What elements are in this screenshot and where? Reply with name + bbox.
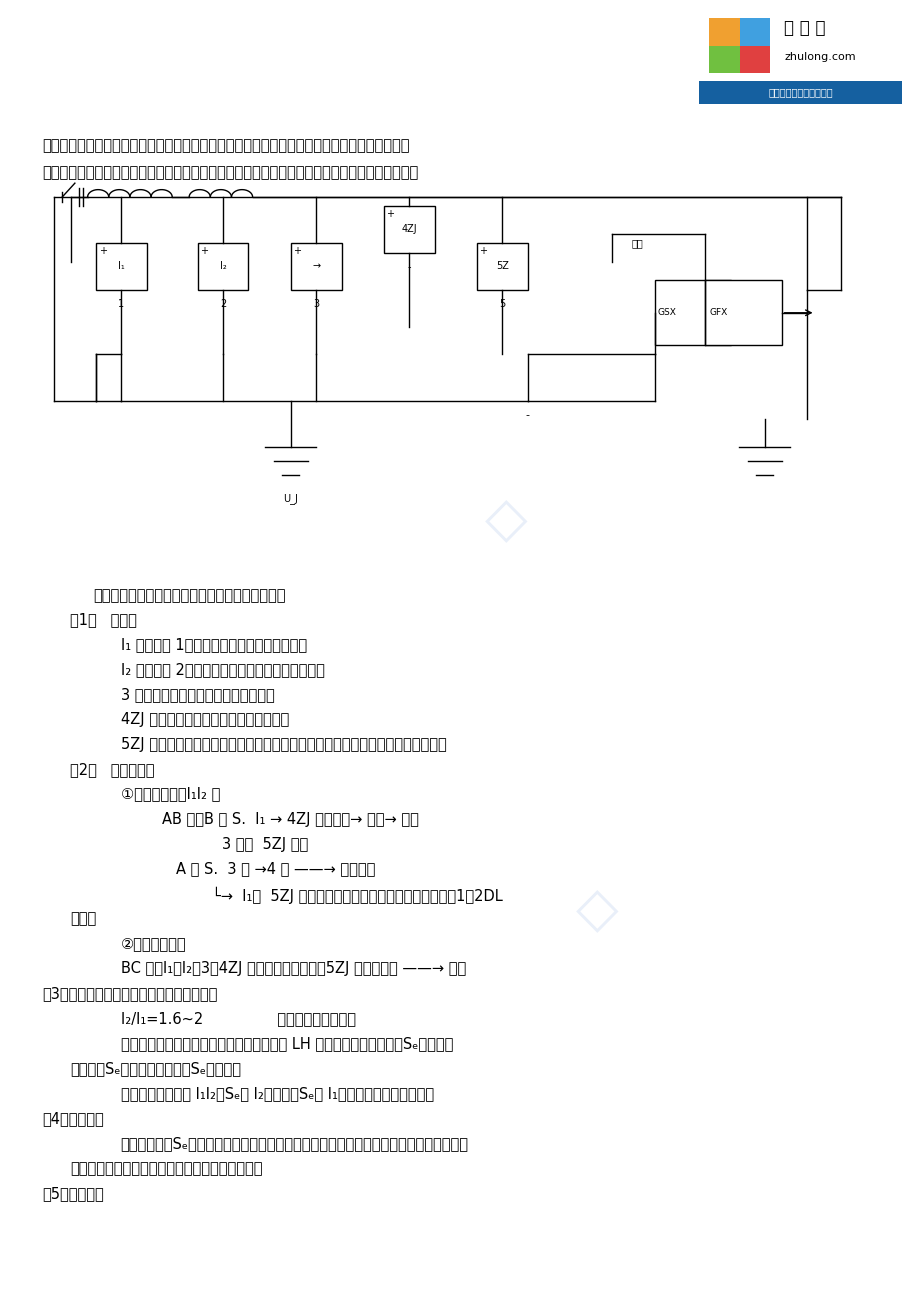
- Text: 3: 3: [312, 299, 319, 309]
- Bar: [654, 280, 730, 345]
- Text: 采用两个起动元件 I₁I₂，Sₑ侧 I₂动作时，Sₑ侧 I₁一定动作，故可防止误动: 采用两个起动元件 I₁I₂，Sₑ侧 I₂动作时，Sₑ侧 I₁一定动作，故可防止误…: [120, 1086, 433, 1101]
- Text: +: +: [479, 246, 487, 256]
- Text: 5Z: 5Z: [495, 262, 508, 272]
- Text: -: -: [407, 262, 411, 272]
- Text: U_J: U_J: [283, 493, 298, 504]
- Text: ◇: ◇: [575, 884, 618, 937]
- Text: -: -: [525, 410, 529, 421]
- Text: （3）为什么要用两个灵敏度不同的起动元件: （3）为什么要用两个灵敏度不同的起动元件: [42, 986, 218, 1001]
- Text: 频信号。因此，在故障线路上由于短路使高频通道可能遭到破坏时，并不会影响保护的正确动作。: 频信号。因此，在故障线路上由于短路使高频通道可能遭到破坏时，并不会影响保护的正确…: [42, 165, 418, 180]
- Text: 建筑资料下载就在筑龙网: 建筑资料下载就在筑龙网: [767, 87, 832, 98]
- Bar: [709, 18, 739, 46]
- Bar: [383, 206, 434, 253]
- Bar: [739, 18, 769, 46]
- Text: 5: 5: [499, 299, 505, 309]
- Text: A 侧 S.  3 动 →4 动 ——→ 停止发信: A 侧 S. 3 动 →4 动 ——→ 停止发信: [176, 862, 375, 876]
- Text: 件动作，Sₑ侧起动元件未动。Sₑ侧误动。: 件动作，Sₑ侧起动元件未动。Sₑ侧误动。: [70, 1061, 241, 1075]
- Text: └→  I₁动  5ZJ 工作、制动线圈均有电流，不动，所以：1、2DL: └→ I₁动 5ZJ 工作、制动线圈均有电流，不动，所以：1、2DL: [212, 887, 503, 904]
- Text: zhulong.com: zhulong.com: [783, 52, 855, 62]
- Text: I₁ 起动元件 1：灵敏度较高，起动发信机发信: I₁ 起动元件 1：灵敏度较高，起动发信机发信: [120, 637, 306, 652]
- Text: 2: 2: [220, 299, 226, 309]
- Text: 3 功率方向元件：判断短路功率的方向: 3 功率方向元件：判断短路功率的方向: [120, 687, 274, 702]
- Text: 筑 龙 网: 筑 龙 网: [783, 20, 825, 38]
- Text: +: +: [200, 246, 208, 256]
- Text: （4）时间配合: （4）时间配合: [42, 1111, 104, 1126]
- Text: （1）   组成：: （1） 组成：: [70, 612, 137, 628]
- Text: 若采用一个起动元件，当区外接地时，由于 LH 误差，起动元件误差。Sₑ侧起动元: 若采用一个起动元件，当区外接地时，由于 LH 误差，起动元件误差。Sₑ侧起动元: [120, 1036, 452, 1051]
- Text: I₁: I₁: [118, 262, 125, 272]
- Text: 4ZJ: 4ZJ: [401, 224, 416, 234]
- Text: ◇: ◇: [484, 493, 527, 548]
- Text: 3 不动  5ZJ 制动: 3 不动 5ZJ 制动: [221, 836, 308, 852]
- Bar: [705, 280, 781, 345]
- Bar: [739, 46, 769, 73]
- Text: （5）方向元件: （5）方向元件: [42, 1186, 104, 1200]
- Bar: [709, 46, 739, 73]
- Text: +: +: [98, 246, 107, 256]
- Text: AB 线，B 侧 S.  I₁ → 4ZJ 常闭触点→ 起动→ 发信: AB 线，B 侧 S. I₁ → 4ZJ 常闭触点→ 起动→ 发信: [162, 811, 418, 827]
- Text: 返回时，为防止误动，启动发信回路应延时返回。: 返回时，为防止误动，启动发信回路应延时返回。: [70, 1161, 263, 1176]
- Text: I₂: I₂: [220, 262, 226, 272]
- Text: ①外部短路时：I₁I₂ 动: ①外部短路时：I₁I₂ 动: [120, 786, 220, 802]
- Text: 5ZJ 极化继电器（双线圈）：工作线圈接方向元件输出，制动线圈接收信机的输出: 5ZJ 极化继电器（双线圈）：工作线圈接方向元件输出，制动线圈接收信机的输出: [120, 737, 446, 751]
- Text: +: +: [293, 246, 301, 256]
- Text: I₂ 起动元件 2：灵敏度较低，起动保护的跳闸回路: I₂ 起动元件 2：灵敏度较低，起动保护的跳闸回路: [120, 661, 324, 677]
- Bar: [198, 243, 248, 289]
- Bar: [96, 243, 147, 289]
- Text: ②内部短路时：: ②内部短路时：: [120, 936, 186, 952]
- Text: （2）   工作情况：: （2） 工作情况：: [70, 762, 154, 777]
- Text: GSX: GSX: [657, 309, 676, 318]
- Bar: [476, 243, 528, 289]
- Text: 4ZJ 中间继电器：内部短路时，停止发信: 4ZJ 中间继电器：内部短路时，停止发信: [120, 712, 289, 727]
- Text: 外部故障时，Sₑ侧需等待对侧的高频闭锁信号，故跳闸回路应有一定延时。故障切除后，: 外部故障时，Sₑ侧需等待对侧的高频闭锁信号，故跳闸回路应有一定延时。故障切除后，: [120, 1135, 468, 1151]
- Text: 跳闸: 跳闸: [631, 238, 643, 249]
- Text: 1: 1: [119, 299, 124, 309]
- Text: 注：这种按闭锁信号构成的保护只在非故障线路上才传送高频信号，而在故障线路上并不传送高: 注：这种按闭锁信号构成的保护只在非故障线路上才传送高频信号，而在故障线路上并不传…: [42, 138, 410, 152]
- Text: 不跳闸: 不跳闸: [70, 911, 96, 926]
- Text: →: →: [312, 262, 320, 272]
- Text: I₂/I₁=1.6~2                防止区外故障误跳闸: I₂/I₁=1.6~2 防止区外故障误跳闸: [120, 1012, 356, 1026]
- Text: BC 线：I₁、I₂、3、4ZJ 均动作，停止发信，5ZJ 有工作电流 ——→ 跳闸: BC 线：I₁、I₂、3、4ZJ 均动作，停止发信，5ZJ 有工作电流 ——→ …: [120, 961, 465, 976]
- Bar: [290, 243, 341, 289]
- Text: GFX: GFX: [709, 309, 727, 318]
- Text: 半套高频闭锁方向保护原理接线（电流启动方式）: 半套高频闭锁方向保护原理接线（电流启动方式）: [93, 589, 285, 604]
- Text: +: +: [386, 210, 394, 219]
